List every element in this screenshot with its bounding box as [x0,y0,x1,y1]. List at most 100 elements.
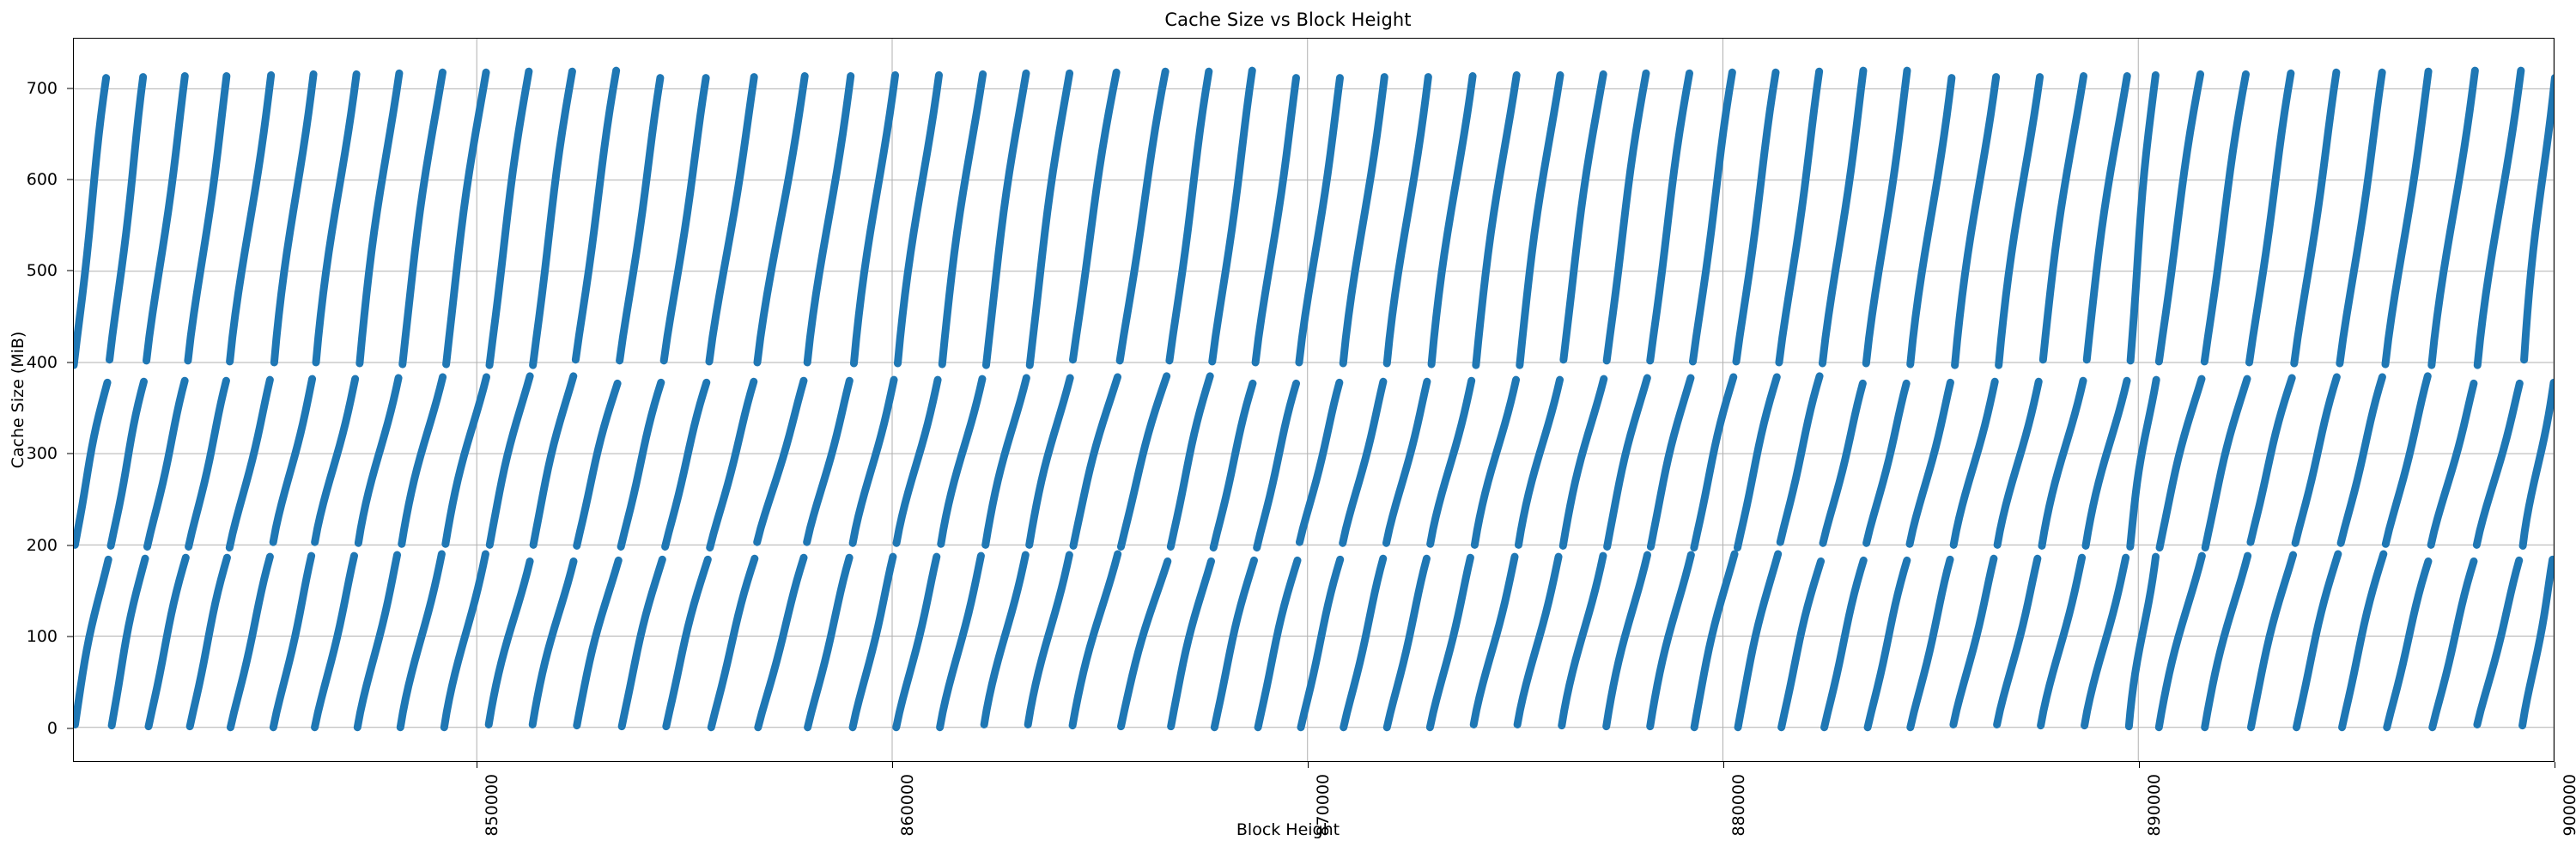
sawtooth-segment [2126,375,2160,551]
sawtooth-segment [2038,72,2088,364]
sawtooth-segment [2038,376,2087,550]
sawtooth-segment [2290,68,2341,368]
x-tick-mark [1307,762,1309,768]
sawtooth-segment [2518,378,2554,550]
sawtooth-segment [1905,378,1954,548]
sawtooth-segment [616,74,665,365]
sawtooth-segment [2154,551,2206,732]
sawtooth-segment [528,557,578,729]
sawtooth-segment [1425,553,1474,732]
sawtooth-segment [353,551,402,732]
sawtooth-segment [1951,73,2001,369]
sawtooth-segment [1602,69,1650,365]
sawtooth-segment [2473,66,2525,369]
gridlines [74,39,2554,761]
sawtooth-segment [1024,551,1073,729]
sawtooth-segment [2427,379,2478,549]
sawtooth-segment [1690,373,1738,552]
sawtooth-segment [355,69,404,368]
plot-area [73,38,2555,762]
sawtooth-segment [225,375,274,552]
sawtooth-segment [143,72,189,365]
sawtooth-segment [804,553,854,732]
sawtooth-segment [2292,550,2342,732]
sawtooth-segment [617,378,665,551]
sawtooth-segment [1254,556,1302,732]
sawtooth-segment [705,73,758,366]
sawtooth-segment [848,552,897,732]
sawtooth-segment [849,70,900,368]
sawtooth-segment [1514,375,1564,549]
y-tick-label: 300 [26,444,58,464]
sawtooth-segment [1209,379,1257,552]
sawtooth-segment [803,376,854,546]
sawtooth-segment [659,74,710,365]
sawtooth-segment [107,554,149,730]
sawtooth-segment [1949,377,1999,549]
sawtooth-segment [980,551,1030,729]
sawtooth-segment [1382,73,1432,368]
sawtooth-segment [892,375,942,547]
sawtooth-segment [143,376,189,551]
sawtooth-segment [1776,372,1824,546]
sawtooth-segment [2081,553,2130,730]
sawtooth-segment [706,377,758,552]
sawtooth-segment [2245,69,2295,367]
sawtooth-segment [573,556,623,730]
sawtooth-segment [484,557,534,729]
sawtooth-segment [2126,70,2160,365]
sawtooth-segment [2338,550,2388,732]
sawtooth-segment [144,553,190,731]
sawtooth-segment [1382,377,1431,547]
sawtooth-segment [1251,74,1300,367]
x-axis-ticks: 850000 860000 870000 880000 890000 900000 [0,762,2576,859]
sawtooth-segment [573,379,622,550]
sawtooth-segment [1558,551,1607,730]
sawtooth-segment [753,72,809,367]
sawtooth-segment [1734,373,1781,552]
sawtooth-segment [1166,372,1214,551]
sawtooth-segment [226,70,276,366]
sawtooth-segment [1559,70,1607,364]
x-tick-mark [2138,762,2140,768]
sawtooth-segment [269,375,317,546]
sawtooth-segment [1646,551,1695,731]
sawtooth-segment [571,66,621,364]
sawtooth-segment [2520,74,2554,364]
sawtooth-segment [2473,556,2524,729]
sawtooth-segment [2154,70,2205,366]
sawtooth-segment [312,70,361,367]
sawtooth-segment [74,555,112,729]
y-tick-label: 100 [26,627,58,647]
sawtooth-segment [1513,552,1563,729]
sawtooth-segment [1297,555,1345,732]
sawtooth-segment [185,553,231,731]
sawtooth-segment [1863,556,1911,732]
sawtooth-segment [1116,372,1171,551]
sawtooth-segment [1208,66,1256,366]
x-axis-label: Block Height [1236,820,1340,839]
sawtooth-segment [1025,69,1074,369]
sawtooth-segment [1558,375,1608,550]
sawtooth-segment [981,374,1030,549]
sawtooth-segment [936,551,985,732]
sawtooth-segment [1862,66,1911,368]
sawtooth-segment [1069,68,1121,364]
sawtooth-segment [485,372,534,549]
sawtooth-segment [1688,68,1736,366]
sawtooth-segment [662,555,712,731]
sawtooth-segment [311,375,360,546]
chart-title: Cache Size vs Block Height [1164,9,1412,30]
sawtooth-segment [1862,379,1911,547]
y-tick-mark [67,179,73,180]
sawtooth-segment [1253,379,1301,552]
sawtooth-segment [1068,550,1122,730]
sawtooth-segment [529,67,576,369]
sawtooth-segment [441,373,490,548]
sawtooth-segment [848,375,898,547]
sawtooth-segment [1339,73,1388,368]
y-tick-label: 600 [26,169,58,189]
x-tick-mark [891,762,893,768]
sawtooth-segment [1426,376,1476,548]
y-axis-ticks: 0 100 200 300 400 500 600 700 [0,0,73,859]
